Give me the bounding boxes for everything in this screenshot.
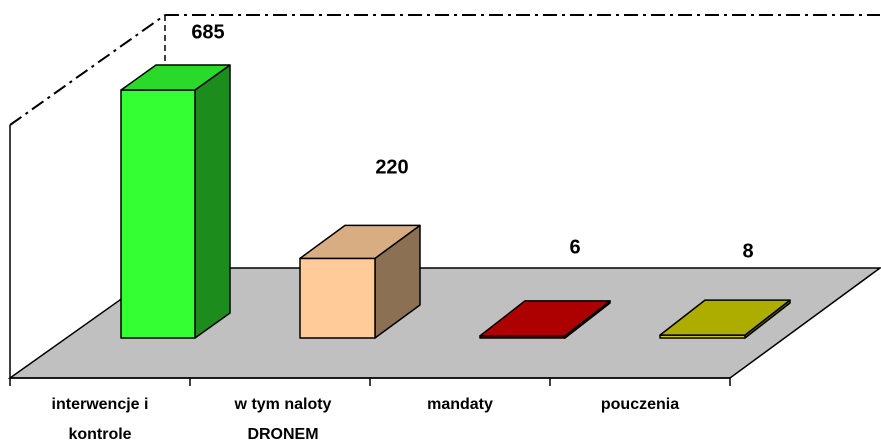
bar — [299, 224, 421, 339]
value-label: 220 — [375, 156, 408, 178]
x-tick-label: w tym naloty DRONEM — [234, 396, 332, 443]
bar-front — [120, 89, 196, 339]
bar-top — [479, 300, 611, 337]
value-label: 8 — [742, 240, 753, 262]
x-tick-label: interwencje i kontrole — [51, 396, 149, 443]
bar — [659, 299, 791, 339]
bar-side — [194, 64, 231, 339]
x-tick-label: pouczenia — [600, 396, 680, 413]
x-tick-label: mandaty — [427, 396, 493, 413]
bar — [120, 64, 231, 339]
bar-front — [299, 257, 376, 339]
bar-top — [299, 224, 421, 260]
value-label: 685 — [191, 21, 224, 43]
value-label: 6 — [569, 236, 580, 258]
bar-top — [659, 299, 791, 336]
bar — [479, 300, 611, 339]
wall-edge — [9, 14, 166, 126]
bar-top — [120, 64, 231, 91]
